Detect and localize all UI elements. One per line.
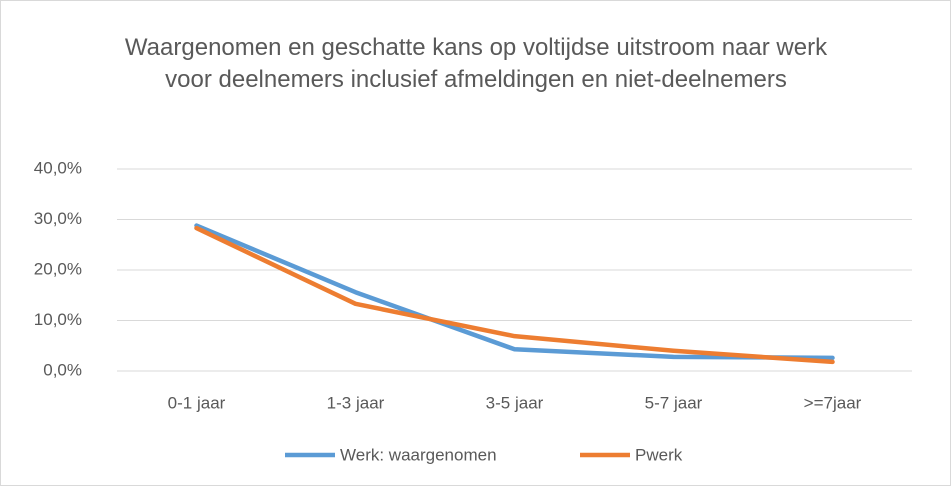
y-tick-label: 20,0% bbox=[34, 259, 82, 278]
y-tick-label: 30,0% bbox=[34, 209, 82, 228]
legend-label: Werk: waargenomen bbox=[340, 445, 497, 464]
x-tick-label: 5-7 jaar bbox=[645, 393, 703, 412]
y-tick-label: 0,0% bbox=[43, 360, 82, 379]
legend-label: Pwerk bbox=[635, 445, 683, 464]
chart-title: Waargenomen en geschatte kans op voltijd… bbox=[124, 34, 828, 93]
series-line bbox=[194, 223, 835, 361]
series-line bbox=[194, 225, 835, 365]
x-tick-label: >=7jaar bbox=[804, 393, 862, 412]
y-tick-label: 40,0% bbox=[34, 158, 82, 177]
x-tick-label: 3-5 jaar bbox=[486, 393, 544, 412]
x-tick-label: 0-1 jaar bbox=[168, 393, 226, 412]
y-tick-label: 10,0% bbox=[34, 310, 82, 329]
x-tick-label: 1-3 jaar bbox=[327, 393, 385, 412]
